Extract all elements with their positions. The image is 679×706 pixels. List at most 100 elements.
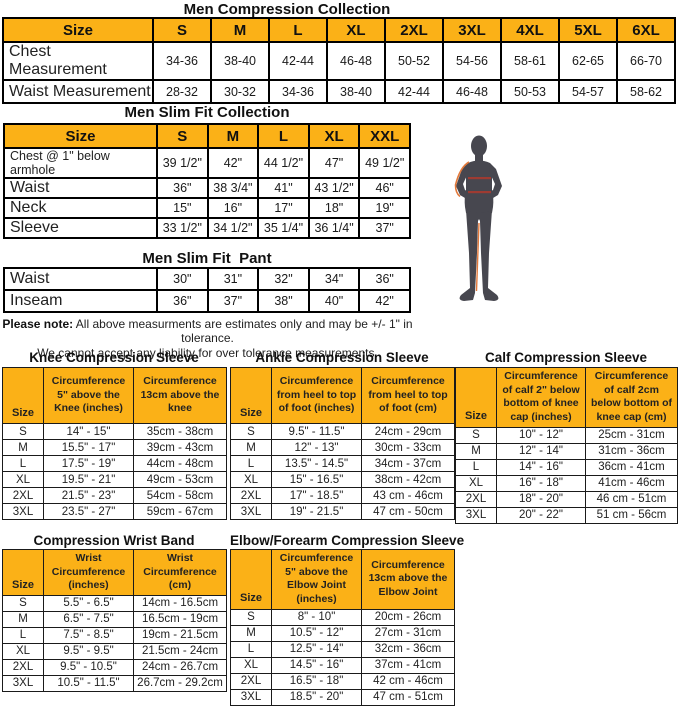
table-cell: 8" - 10" — [271, 608, 362, 626]
table-row: 3XL 18.5" - 20" 47 cm - 51cm — [230, 688, 455, 706]
table-row: XL 16" - 18" 41cm - 46cm — [455, 474, 678, 492]
tolerance-note: Please note: All above measurments are e… — [0, 317, 415, 360]
men-compression-collection-table: Size S M L XL 2XL 3XL 4XL 5XL 6XL Chest Measureme… — [2, 17, 676, 104]
table-cell: 37" — [358, 217, 411, 239]
table-cell: M — [2, 610, 44, 628]
table-row: Waist Measurement 28-32 30-32 34-36 38-40 42-… — [2, 79, 676, 104]
table-row: Chest @ 1" below armhole 39 1/2" 42" 44 1/2… — [3, 147, 411, 179]
table-row: Neck 15" 16" 17" 18" 19" — [3, 197, 411, 219]
table-cell: 16" - 18" — [496, 474, 586, 492]
table-cell: 41" — [257, 177, 310, 199]
table-cell: 35 1/4" — [257, 217, 310, 239]
table-cell: S — [455, 426, 497, 444]
table-cell: 23.5" - 27" — [43, 503, 134, 520]
table-cell: 34 1/2" — [206, 217, 260, 239]
table-cell: 41cm - 46cm — [585, 474, 678, 492]
table-row: 2XL 17" - 18.5" 43 cm - 46cm — [230, 487, 455, 504]
table-cell: 10.5" - 11.5" — [43, 674, 134, 692]
table-cell: 17" — [257, 197, 310, 219]
wrist-band-title: Compression Wrist Band — [33, 533, 195, 548]
figure-left-arm — [456, 163, 474, 201]
table-row: L 14" - 16" 36cm - 41cm — [455, 458, 678, 476]
table-cell: 47" — [307, 147, 361, 179]
table-cell: 25cm - 31cm — [585, 426, 678, 444]
table-row: 3XL 20" - 22" 51 cm - 56cm — [455, 506, 678, 524]
table-row: S 14" - 15" 35cm - 38cm — [2, 423, 227, 440]
table-cell: 38cm - 42cm — [361, 471, 455, 488]
table-row: S 8" - 10" 20cm - 26cm — [230, 608, 455, 626]
table-cell: 4XL — [500, 17, 560, 43]
table-cell: XL — [326, 17, 386, 43]
table-cell: 54-56 — [442, 41, 502, 81]
table-cell: 19cm - 21.5cm — [133, 626, 227, 644]
table-cell: 3XL — [2, 503, 44, 520]
table-cell: 6.5" - 7.5" — [43, 610, 134, 628]
table-cell: 20" - 22" — [496, 506, 586, 524]
table-cell: 3XL — [442, 17, 502, 43]
table-cell: L — [2, 626, 44, 644]
table-cell: 34-36 — [152, 41, 212, 81]
inches-header: Circumference 5" above the Knee (inches) — [43, 367, 134, 424]
inches-header: Circumference of calf 2" below bottom of… — [496, 367, 586, 428]
table-cell: 44cm - 48cm — [133, 455, 227, 472]
table-cell: M — [210, 17, 270, 43]
size-header: Size — [230, 367, 272, 424]
figure-right-arm — [484, 163, 502, 201]
table-cell: Size — [2, 17, 154, 43]
table-cell: 46-48 — [326, 41, 386, 81]
table-cell: L — [268, 17, 328, 43]
table-cell: 49cm - 53cm — [133, 471, 227, 488]
table-cell: 38-40 — [210, 41, 270, 81]
header-row: Size Circumference 5" above the Knee (in… — [2, 367, 227, 424]
header-row: Size S M L XL 2XL 3XL 4XL 5XL 6XL — [2, 17, 676, 43]
table-cell: 18" - 20" — [496, 490, 586, 508]
table-cell: M — [206, 123, 260, 149]
table-row: 3XL 23.5" - 27" 59cm - 67cm — [2, 503, 227, 520]
table-cell: 2XL — [384, 17, 444, 43]
table-cell: Chest @ 1" below armhole — [3, 147, 158, 179]
table-cell: 14" - 16" — [496, 458, 586, 476]
table-row: Waist 30" 31" 32" 34" 36" — [3, 267, 411, 291]
table-cell: 50-52 — [384, 41, 444, 81]
table-cell: 16" — [206, 197, 260, 219]
table-row: L 7.5" - 8.5" 19cm - 21.5cm — [2, 626, 227, 644]
table-cell: 62-65 — [558, 41, 618, 81]
table-cell: Waist — [3, 267, 158, 291]
table-cell: 17.5" - 19" — [43, 455, 134, 472]
table-row: M 15.5" - 17" 39cm - 43cm — [2, 439, 227, 456]
table-cell: Inseam — [3, 289, 158, 313]
table-row: M 12" - 13" 30cm - 33cm — [230, 439, 455, 456]
table-cell: XL — [230, 471, 272, 488]
table-cell: Sleeve — [3, 217, 158, 239]
table-row: 2XL 9.5" - 10.5" 24cm - 26.7cm — [2, 658, 227, 676]
cm-header: Circumference from heel to top of foot (… — [361, 367, 455, 424]
table-cell: 51 cm - 56cm — [585, 506, 678, 524]
table-row: Inseam 36" 37" 38" 40" 42" — [3, 289, 411, 313]
table-cell: 49 1/2" — [358, 147, 411, 179]
table-row: M 12" - 14" 31cm - 36cm — [455, 442, 678, 460]
men-slim-fit-pant-title: Men Slim Fit Pant — [142, 250, 272, 267]
table-cell: XXL — [358, 123, 411, 149]
table-cell: 44 1/2" — [257, 147, 310, 179]
table-cell: 9.5" - 11.5" — [271, 423, 362, 440]
table-cell: Neck — [3, 197, 158, 219]
table-cell: 30cm - 33cm — [361, 439, 455, 456]
table-cell: 12" - 13" — [271, 439, 362, 456]
table-cell: 14.5" - 16" — [271, 656, 362, 674]
table-cell: S — [156, 123, 209, 149]
knee-sleeve-title: Knee Compression Sleeve — [29, 350, 199, 365]
table-cell: 42-44 — [268, 41, 328, 81]
table-cell: 2XL — [2, 658, 44, 676]
table-cell: 2XL — [230, 672, 272, 690]
table-cell: 42-44 — [384, 79, 444, 104]
table-cell: L — [257, 123, 310, 149]
table-cell: 3XL — [230, 688, 272, 706]
table-row: Waist 36" 38 3/4" 41" 43 1/2" 46" — [3, 177, 411, 199]
table-cell: M — [455, 442, 497, 460]
table-cell: 3XL — [230, 503, 272, 520]
figure-torso — [464, 160, 494, 216]
table-cell: 21.5" - 23" — [43, 487, 134, 504]
table-cell: L — [2, 455, 44, 472]
table-cell: Size — [3, 123, 158, 149]
table-row: Chest Measurement 34-36 38-40 42-44 46-48 50-… — [2, 41, 676, 81]
